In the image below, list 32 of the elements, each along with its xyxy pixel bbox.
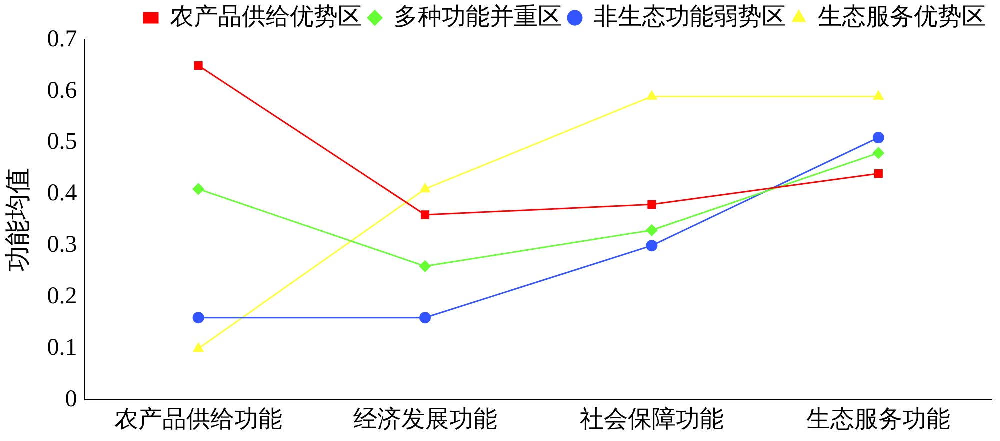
y-tick-label: 0.1	[47, 335, 78, 362]
point	[874, 170, 883, 178]
y-tick-label: 0	[65, 386, 78, 412]
legend-label: 多种功能并重区	[394, 3, 562, 30]
y-tick-label: 0.4	[47, 180, 78, 207]
y-tick-label: 0.6	[47, 78, 78, 104]
y-tick-label: 0.5	[47, 129, 78, 156]
point	[646, 240, 658, 252]
y-axis-title: 功能均值	[3, 168, 32, 272]
point	[648, 200, 656, 209]
point	[192, 312, 204, 324]
point	[420, 210, 430, 220]
point	[420, 312, 431, 324]
y-tick-label: 0.2	[47, 284, 78, 310]
point	[192, 183, 204, 195]
point	[872, 147, 884, 159]
y-tick-label: 0.3	[47, 232, 78, 258]
point	[874, 90, 884, 100]
x-tick-label: 生态服务功能	[806, 406, 951, 433]
x-tick-label: 经济发展功能	[353, 406, 498, 433]
point	[420, 260, 431, 272]
x-tick-label: 社会保障功能	[580, 406, 724, 433]
point	[646, 224, 658, 236]
x-tick-label: 农产品供给功能	[114, 406, 283, 433]
point	[194, 61, 203, 70]
legend-label: 生态服务优势区	[818, 4, 986, 30]
point	[872, 132, 884, 144]
point	[646, 90, 658, 100]
legend-label: 非生态功能弱势区	[594, 4, 786, 30]
y-tick-label: 0.7	[47, 26, 78, 52]
legend-label: 农产品供给优势区	[170, 3, 362, 30]
point	[420, 183, 430, 192]
